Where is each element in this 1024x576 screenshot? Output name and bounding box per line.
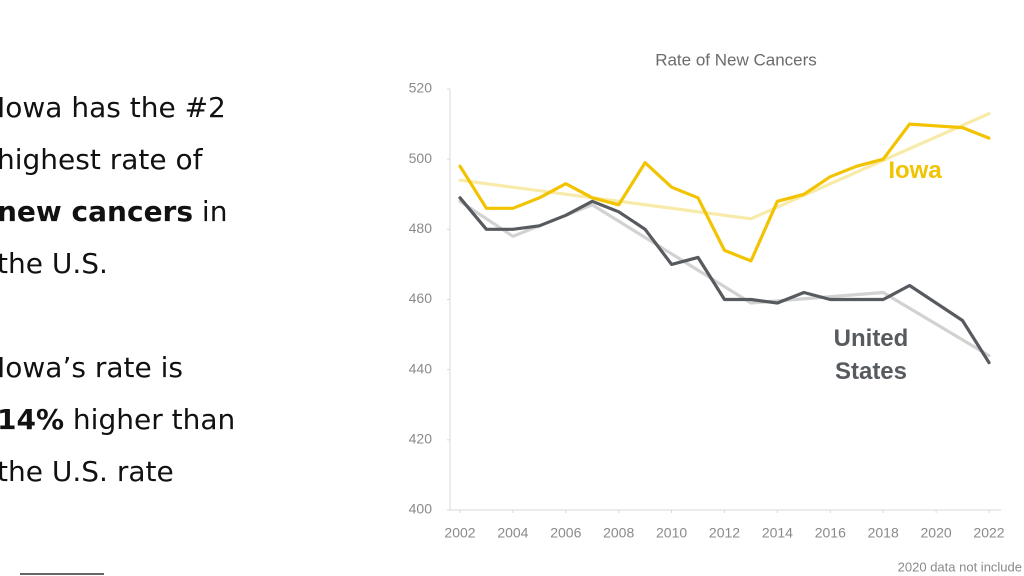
x-tick-label: 2006	[550, 525, 581, 541]
text-line: highest rate of	[0, 134, 327, 186]
y-tick-label: 400	[409, 501, 433, 517]
text-span: highest rate of	[0, 143, 203, 176]
x-tick-label: 2010	[656, 525, 687, 541]
body-text: Iowa has the #2 highest rate of new cancer…	[0, 82, 327, 550]
x-tick-label: 2012	[709, 525, 740, 541]
y-tick-label: 460	[409, 290, 433, 306]
trend-line	[458, 112, 991, 221]
text-line: the U.S.	[0, 238, 327, 290]
x-tick-label: 2016	[815, 525, 846, 541]
x-tick-label: 2022	[973, 525, 1004, 541]
x-tick-label: 2018	[868, 525, 899, 541]
text-span: in	[193, 195, 228, 228]
text-span: Iowa’s rate is	[0, 351, 183, 384]
text-span: the U.S.	[0, 247, 108, 280]
x-tick-label: 2002	[444, 525, 475, 541]
text-span: the U.S. rate	[0, 455, 174, 488]
series-line	[458, 122, 991, 263]
series-label: Iowa	[888, 157, 942, 184]
text-line: Iowa’s rate is	[0, 342, 327, 394]
y-tick-label: 520	[409, 80, 433, 96]
text-span: Iowa has the #2	[0, 91, 226, 124]
x-tick-label: 2014	[762, 525, 793, 541]
series-label: United States	[833, 325, 909, 385]
text-span: higher than	[64, 403, 236, 436]
series-line	[458, 196, 991, 365]
y-tick-label: 420	[409, 431, 433, 447]
text-line: Iowa has the #2	[0, 82, 327, 134]
y-tick-label: 500	[409, 150, 433, 166]
text-line: new cancers in	[0, 186, 327, 238]
paragraph: Iowa has the #2 highest rate of new cancer…	[0, 82, 327, 290]
text-line: the U.S. rate	[0, 446, 327, 498]
emphasis: 14%	[0, 403, 65, 436]
text-line: 14% higher than	[0, 394, 327, 446]
chart-title: Rate of New Cancers	[655, 50, 817, 69]
x-tick-label: 2004	[497, 525, 528, 541]
y-tick-label: 480	[409, 220, 433, 236]
paragraph: Iowa’s rate is 14% higher than the U.S. ra…	[0, 342, 327, 498]
x-tick-label: 2008	[603, 525, 634, 541]
y-tick-label: 440	[409, 360, 433, 376]
footnote: 2020 data not include	[898, 559, 1022, 574]
emphasis: new cancers	[0, 195, 194, 228]
x-tick-label: 2020	[921, 525, 952, 541]
